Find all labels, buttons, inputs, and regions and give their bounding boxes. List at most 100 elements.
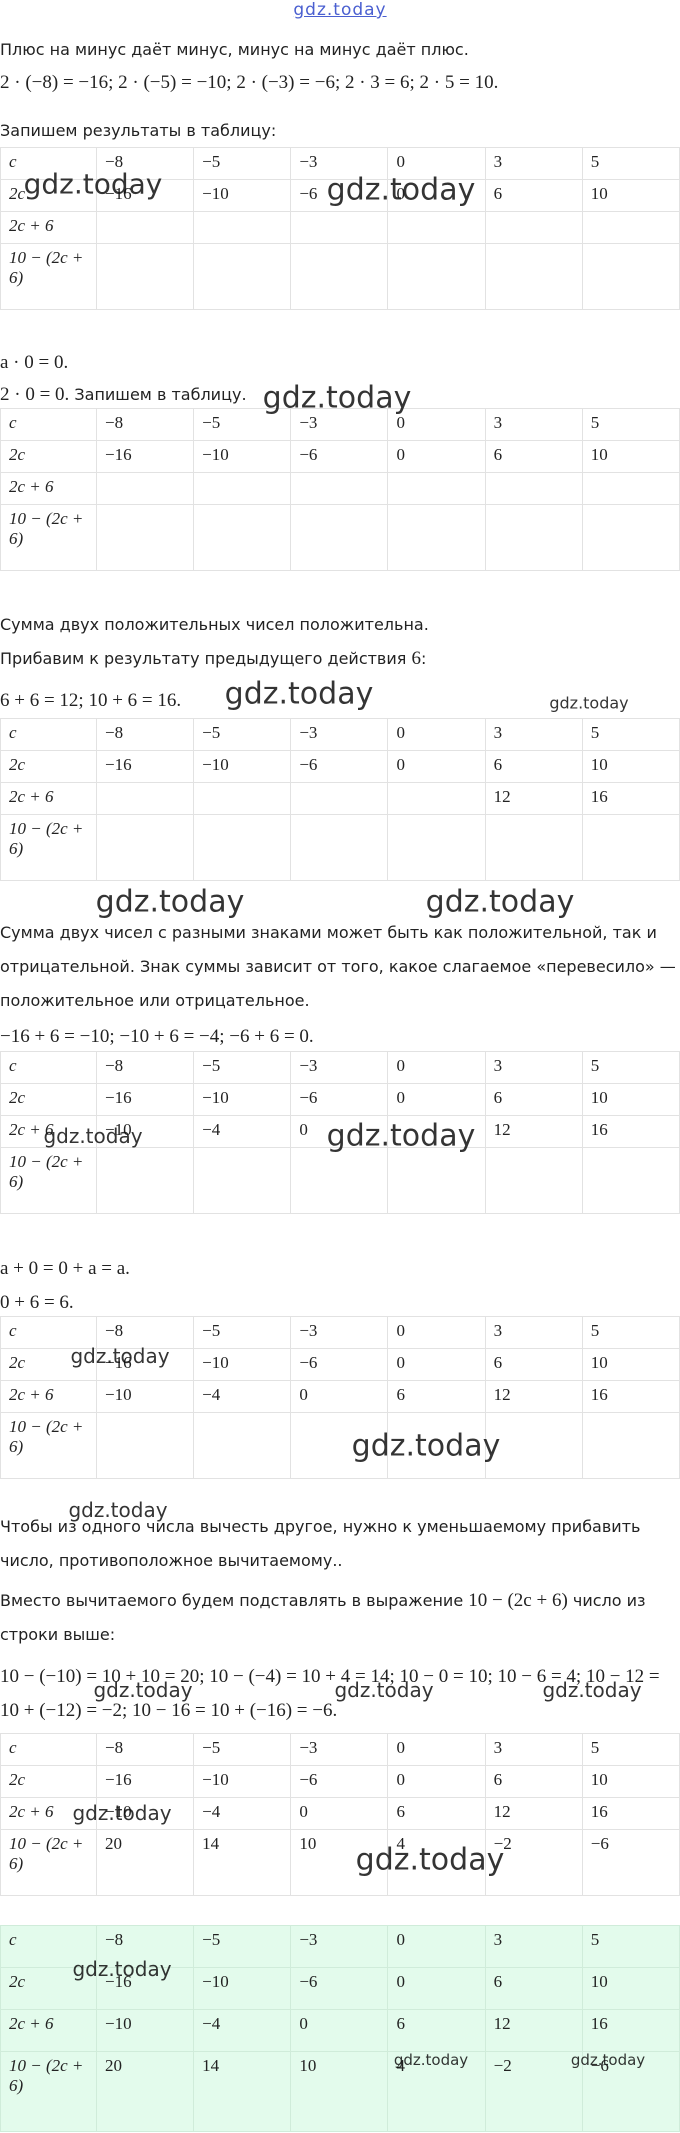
table-cell: 5 [581, 408, 680, 441]
table-cell: 6 [484, 179, 583, 212]
table-cell: 10 [581, 1967, 680, 2010]
table-cell [387, 1115, 486, 1148]
table-cell: −4 [193, 1115, 292, 1148]
paragraph: a + 0 = 0 + a = a. [0, 1252, 676, 1286]
table-row: c −8 −5 −3 0 3 5 [0, 408, 680, 441]
table-cell: −6 [290, 1765, 389, 1798]
table-cell: 16 [581, 782, 680, 815]
row-header: 2c [0, 179, 97, 212]
table-cell: 6 [484, 1765, 583, 1798]
table-cell [95, 243, 195, 310]
table-cell: 0 [387, 1316, 486, 1349]
table-cell: 3 [484, 718, 583, 751]
table-cell [387, 243, 486, 310]
table-cell: −2 [484, 1829, 583, 1896]
table-cell: 20 [95, 1829, 195, 1896]
table-cell [387, 504, 486, 571]
table-cell: −4 [193, 2009, 292, 2052]
paragraph: 2 · 0 = 0. Запишем в таблицу. [0, 378, 676, 412]
table-row: 2c + 6 −10 −4 0 6 12 16 [0, 1380, 680, 1413]
table-cell: 0 [387, 1348, 486, 1381]
text: число из строки выше: [0, 1591, 646, 1644]
watermark: gdz.today [95, 884, 245, 920]
table: c −8 −5 −3 0 3 5 2c −16 −10 −6 0 6 10 2c + 6 −10 −4 0 6 12 1… [0, 1733, 680, 1896]
math: 6 [411, 648, 421, 669]
table-row: 10 − (2c + 6) 20 14 10 4 −2 −6 [0, 2051, 680, 2132]
table: c −8 −5 −3 0 3 5 2c −16 −10 −6 0 6 10 2c + 6 10 − (2c +… [0, 147, 680, 310]
table-cell: −16 [95, 750, 195, 783]
table-cell: −10 [95, 2009, 195, 2052]
paragraph: 2 · (−8) = −16; 2 · (−5) = −10; 2 · (−3)… [0, 66, 676, 100]
table-cell: −6 [581, 1829, 680, 1896]
table-cell: −8 [95, 1733, 195, 1766]
paragraph: Вместо вычитаемого будем подставлять в в… [0, 1584, 676, 1652]
row-header: 2c + 6 [0, 782, 97, 815]
table-cell: −10 [193, 750, 292, 783]
table-cell: −4 [193, 1797, 292, 1830]
table-cell [387, 1412, 486, 1479]
table-cell: 0 [387, 1925, 486, 1968]
table-row: c −8 −5 −3 0 3 5 [0, 1316, 680, 1349]
table-row: 2c + 6 −10 −4 0 6 12 16 [0, 1797, 680, 1830]
table-row: c −8 −5 −3 0 3 5 [0, 147, 680, 180]
row-header: 2c [0, 1348, 97, 1381]
table-cell [581, 814, 680, 881]
table-row: 10 − (2c + 6) [0, 243, 680, 310]
table-cell: 5 [581, 1051, 680, 1084]
table-cell [193, 814, 292, 881]
table-cell [484, 472, 583, 505]
table-cell: −3 [290, 408, 389, 441]
table-cell: 10 [581, 440, 680, 473]
table-cell: 6 [387, 2009, 486, 2052]
site-link[interactable]: gdz.today [293, 0, 387, 20]
table-row: c −8 −5 −3 0 3 5 [0, 1051, 680, 1084]
text: Запишем в таблицу. [69, 385, 247, 404]
table-cell [387, 814, 486, 881]
table-cell: −6 [290, 1348, 389, 1381]
table-row: 2c + 6 12 16 [0, 782, 680, 815]
table-cell: −10 [193, 1765, 292, 1798]
table-cell: −10 [193, 440, 292, 473]
math: 2 · (−8) = −16; 2 · (−5) = −10; 2 · (−3)… [0, 72, 499, 93]
table-cell: 14 [193, 2051, 292, 2132]
table-cell [484, 814, 583, 881]
table-cell [581, 504, 680, 571]
table-cell: 6 [484, 1083, 583, 1116]
table-cell: −5 [193, 1051, 292, 1084]
table-cell: 12 [484, 1797, 583, 1830]
table-cell: −5 [193, 408, 292, 441]
table-cell: 0 [290, 1380, 389, 1413]
paragraph: −16 + 6 = −10; −10 + 6 = −4; −6 + 6 = 0. [0, 1020, 676, 1054]
table-row: 10 − (2c + 6) 20 14 10 4 −2 −6 [0, 1829, 680, 1896]
row-header: c [0, 1925, 97, 1968]
table-cell: 10 [581, 1348, 680, 1381]
row-header: 10 − (2c + 6) [0, 814, 97, 881]
table-cell: 16 [581, 1797, 680, 1830]
paragraph: Запишем результаты в таблицу: [0, 114, 676, 148]
table-row: 2c −16 −10 −6 0 6 10 [0, 1765, 680, 1798]
table-cell: −5 [193, 1733, 292, 1766]
table-cell [387, 782, 486, 815]
table-cell [95, 1412, 195, 1479]
table-cell: −5 [193, 147, 292, 180]
row-header: c [0, 1051, 97, 1084]
table-cell: 12 [484, 2009, 583, 2052]
table-cell [193, 782, 292, 815]
row-header: 10 − (2c + 6) [0, 2051, 97, 2132]
table-row: 2c −16 −10 −6 0 6 10 [0, 1083, 680, 1116]
math: −16 + 6 = −10; −10 + 6 = −4; −6 + 6 = 0. [0, 1026, 314, 1047]
table-cell [193, 243, 292, 310]
paragraph: 0 + 6 = 6. [0, 1286, 676, 1320]
table-cell: 0 [387, 179, 486, 212]
row-header: 2c + 6 [0, 1380, 97, 1413]
row-header: 2c [0, 1967, 97, 2010]
table: c −8 −5 −3 0 3 5 2c −16 −10 −6 0 6 10 2c + 6 −10 −4 0 6 12 1… [0, 1925, 680, 2132]
table-cell: 4 [387, 1829, 486, 1896]
table-cell: 6 [484, 750, 583, 783]
table-cell [290, 814, 389, 881]
table-cell [484, 1412, 583, 1479]
table-cell: 12 [484, 1115, 583, 1148]
table-cell: −6 [581, 2051, 680, 2132]
row-header: 2c [0, 1765, 97, 1798]
table-row: 10 − (2c + 6) [0, 504, 680, 571]
